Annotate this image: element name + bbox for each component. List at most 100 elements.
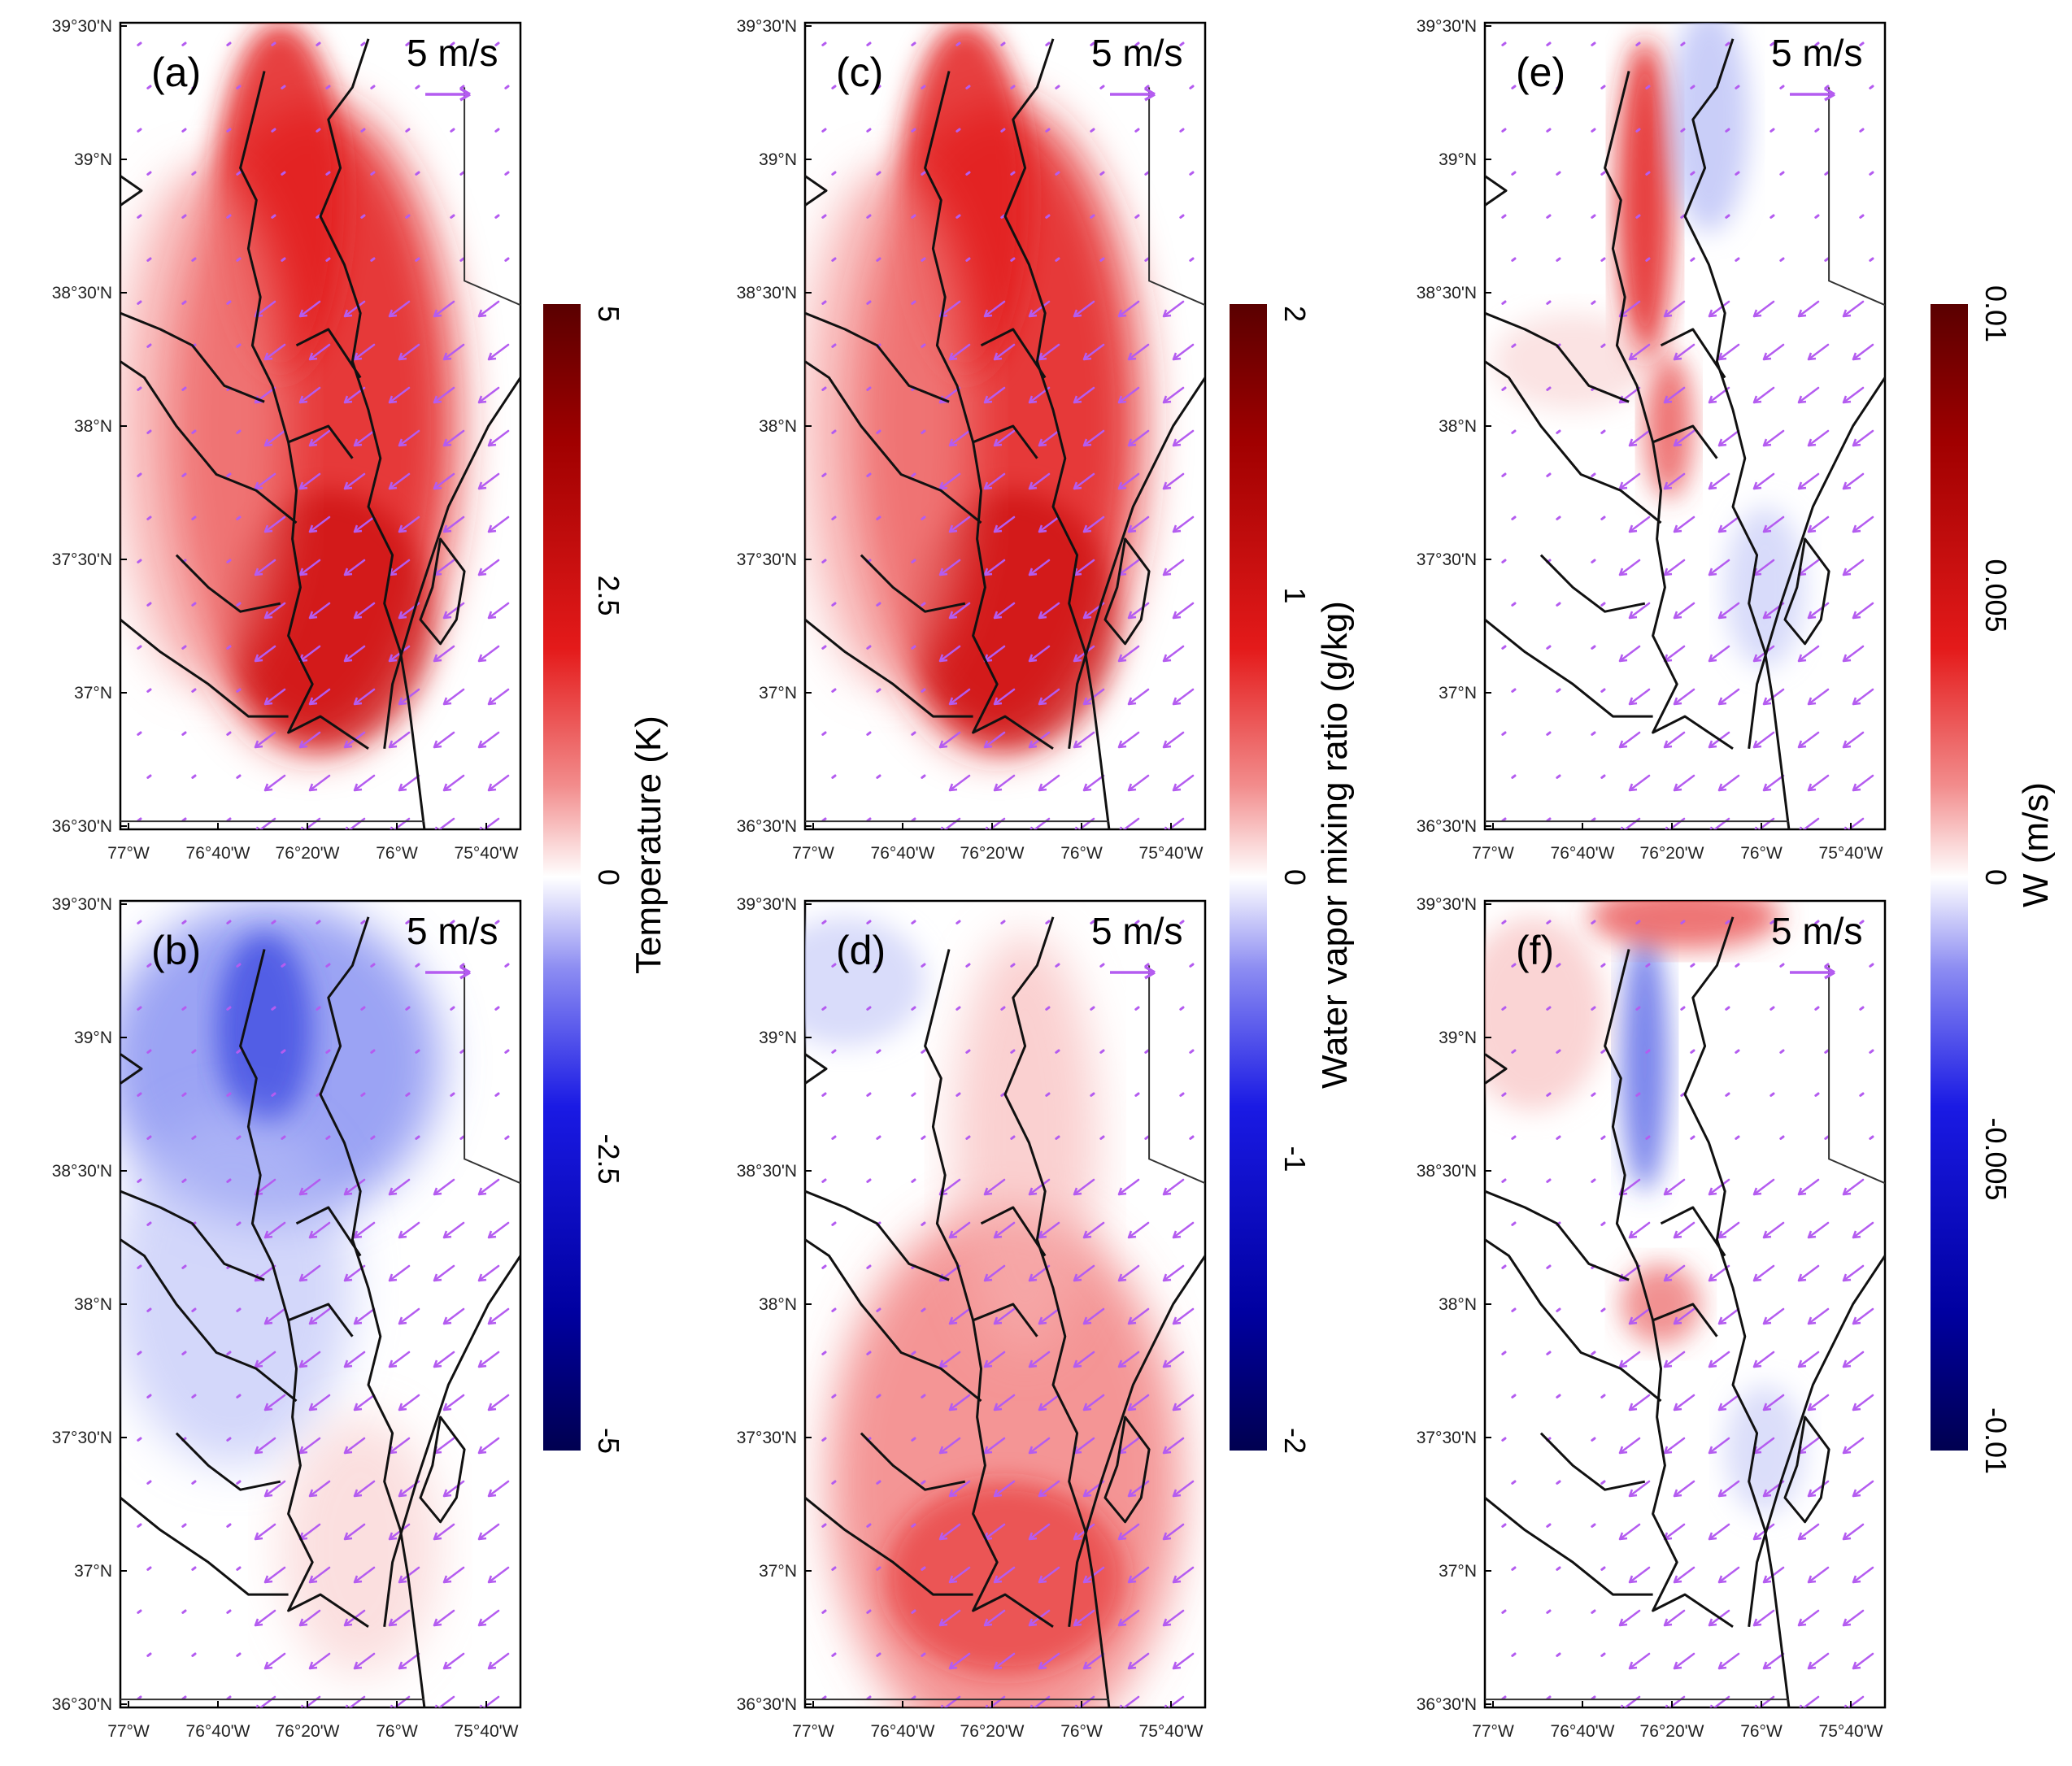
wind-vector [921, 1221, 926, 1226]
wind-vector [487, 515, 510, 533]
state-border [1828, 965, 1885, 1185]
wind-vector [1600, 963, 1606, 968]
lon-tick-label: 75°40'W [455, 844, 519, 863]
wind-vector [1162, 1523, 1185, 1541]
wind-vector-head [255, 1704, 259, 1707]
river-estuary [1652, 424, 1718, 459]
wind-vector [1690, 171, 1695, 176]
wind-vector [1859, 214, 1865, 219]
wind-vector [948, 1480, 971, 1498]
wind-vector [1824, 1049, 1830, 1054]
wind-vectors [1501, 920, 1874, 1707]
wind-vector-head [1717, 697, 1727, 706]
wind-vector [831, 343, 837, 348]
state-border [464, 965, 520, 1185]
wind-vector [1628, 1652, 1651, 1670]
wind-vector-head [1797, 1532, 1807, 1541]
wind-vector-head [388, 1532, 398, 1541]
wind-vector [1762, 1307, 1785, 1325]
wind-vector-head [1807, 1575, 1817, 1584]
wind-vector [1546, 386, 1552, 391]
wind-vector [191, 963, 197, 968]
colorbar-tick-label: 0 [1278, 869, 1312, 885]
wind-vector [487, 1307, 510, 1325]
wind-vector-head [1028, 568, 1038, 576]
wind-vector [308, 774, 331, 792]
wind-vector-head [993, 1316, 1003, 1325]
wind-vector-head [1038, 611, 1047, 620]
wind-vector-head [1762, 438, 1772, 447]
shading-blob [953, 933, 1098, 1353]
wind-vector-head [479, 826, 483, 829]
wind-vector [1752, 1523, 1775, 1541]
wind-vector [1591, 559, 1596, 563]
wind-vector [1172, 1652, 1195, 1670]
wind-vector [1708, 1178, 1730, 1196]
wind-vector [1852, 602, 1874, 620]
wind-vector [1797, 472, 1820, 490]
wind-vector [1117, 1437, 1140, 1455]
wind-vector [1501, 214, 1507, 219]
wind-vector [236, 1394, 242, 1398]
lat-tick-label: 36°30'N [1417, 817, 1477, 836]
wind-vector [1189, 1049, 1195, 1054]
wind-vector [1189, 171, 1195, 176]
wind-vector-head [298, 1273, 308, 1282]
lon-tick-label: 76°W [1060, 844, 1103, 863]
wind-vector-head [343, 1359, 353, 1368]
wind-vector [965, 963, 971, 968]
reference-vector-arrowhead [1144, 87, 1156, 102]
wind-vector-head [1673, 1230, 1682, 1239]
wind-vector [948, 602, 971, 620]
wind-vector-head [1752, 740, 1762, 749]
bay-east-shore [1003, 916, 1111, 1707]
wind-vector [1600, 515, 1606, 520]
wind-vector [226, 1523, 232, 1528]
wind-vector [487, 688, 510, 706]
wind-vector [1717, 688, 1740, 706]
wind-vector-head [353, 611, 363, 620]
wind-vector [236, 1049, 242, 1054]
wind-vector [1852, 1566, 1874, 1584]
wind-vector [1591, 300, 1596, 305]
wind-vector [1117, 386, 1140, 404]
wind-vector [1663, 300, 1686, 318]
wind-vector [1134, 1006, 1140, 1011]
wind-vector [1717, 429, 1740, 447]
wind-vector [983, 1264, 1006, 1282]
wind-vector [993, 602, 1016, 620]
wind-vector [1859, 1092, 1865, 1097]
wind-vector-head [263, 1230, 273, 1239]
wind-vector-head [1028, 1446, 1038, 1455]
wind-vector-head [1073, 1618, 1082, 1627]
wind-vector [181, 920, 187, 924]
wind-vector [181, 1092, 187, 1097]
wind-vector-head [1618, 1446, 1628, 1455]
wind-vector [1762, 515, 1785, 533]
wind-vector [415, 1049, 420, 1054]
wind-vector [1556, 85, 1561, 89]
wind-vectors [1501, 41, 1874, 829]
wind-vector-head [940, 826, 944, 829]
wind-vector [477, 1609, 500, 1627]
wind-vector [1073, 300, 1095, 318]
wind-vector [821, 1351, 827, 1355]
wind-vector [1859, 128, 1865, 133]
wind-vector-head [1038, 783, 1047, 792]
wind-vector [876, 1394, 881, 1398]
lat-tick-label: 37°30'N [52, 550, 112, 569]
wind-vector [911, 214, 916, 219]
wind-vector [191, 1652, 197, 1657]
wind-vector [1673, 1221, 1695, 1239]
wind-vector [993, 1566, 1016, 1584]
wind-vector [911, 128, 916, 133]
wind-vector [821, 1523, 827, 1528]
wind-vector-head [1628, 1230, 1638, 1239]
wind-vector [442, 602, 465, 620]
wind-vector [1769, 1092, 1775, 1097]
wind-vector [1717, 343, 1740, 361]
wind-vector [226, 128, 232, 133]
wind-vector [1663, 1264, 1686, 1282]
wind-vector [370, 963, 376, 968]
wind-vector [1708, 472, 1730, 490]
